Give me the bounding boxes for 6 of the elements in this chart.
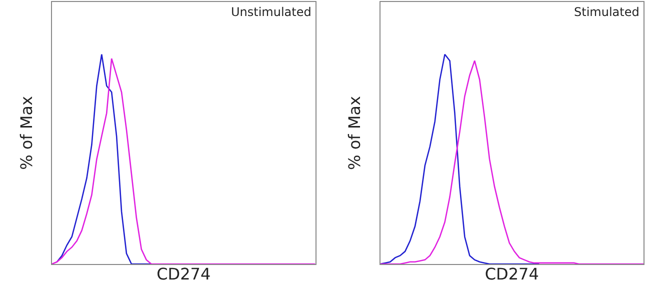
x-axis-title: CD274	[484, 264, 539, 284]
text: Unstimulated	[231, 5, 312, 19]
text: Stimulated	[574, 5, 640, 19]
y-axis-title: % of Max	[345, 96, 364, 170]
y-axis-title: % of Max	[16, 96, 36, 170]
x-axis-title: CD274	[156, 264, 211, 284]
